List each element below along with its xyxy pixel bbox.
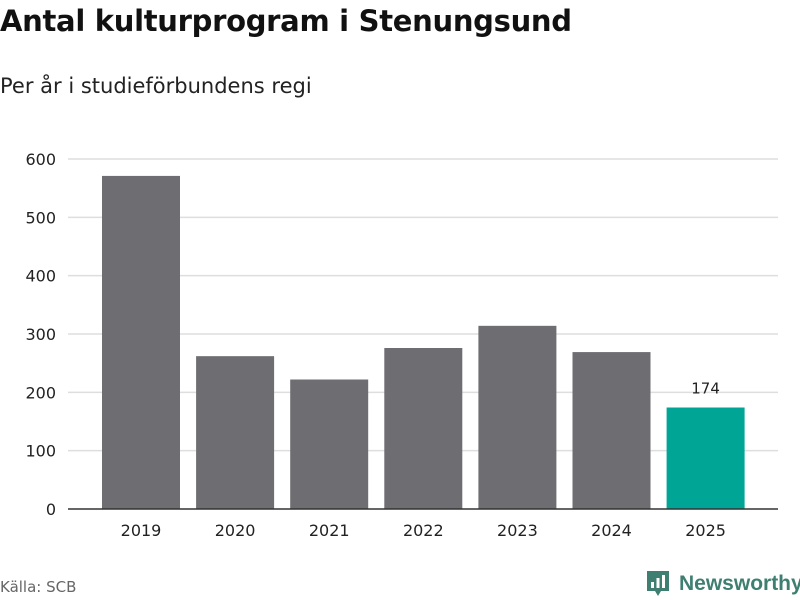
x-tick-label: 2020: [215, 521, 256, 540]
y-tick-label: 500: [25, 208, 56, 227]
data-label: 174: [691, 380, 720, 398]
y-tick-label: 100: [25, 442, 56, 461]
chart-title: Antal kulturprogram i Stenungsund: [0, 4, 572, 38]
bar-2025: [666, 407, 745, 509]
x-tick-label: 2025: [685, 521, 726, 540]
x-tick-label: 2021: [309, 521, 350, 540]
bar-2020: [196, 356, 275, 509]
x-tick-label: 2019: [121, 521, 162, 540]
y-tick-label: 200: [25, 383, 56, 402]
x-tick-label: 2022: [403, 521, 444, 540]
brand-logo: Newsworthy: [645, 569, 800, 599]
bar-2023: [478, 325, 557, 509]
bar-2019: [102, 175, 180, 509]
y-tick-label: 0: [46, 500, 56, 519]
y-tick-label: 300: [25, 325, 56, 344]
newsworthy-logo-icon: [647, 571, 669, 596]
y-tick-label: 400: [25, 267, 56, 286]
chart-subtitle: Per år i studieförbundens regi: [0, 74, 312, 98]
y-tick-label: 600: [25, 150, 56, 169]
x-tick-label: 2023: [497, 521, 538, 540]
brand-name: Newsworthy: [679, 572, 800, 595]
x-tick-label: 2024: [591, 521, 632, 540]
bar-2024: [572, 352, 651, 509]
source-note: Källa: SCB: [0, 578, 77, 596]
bar-2021: [290, 379, 369, 509]
bar-2022: [384, 348, 463, 509]
